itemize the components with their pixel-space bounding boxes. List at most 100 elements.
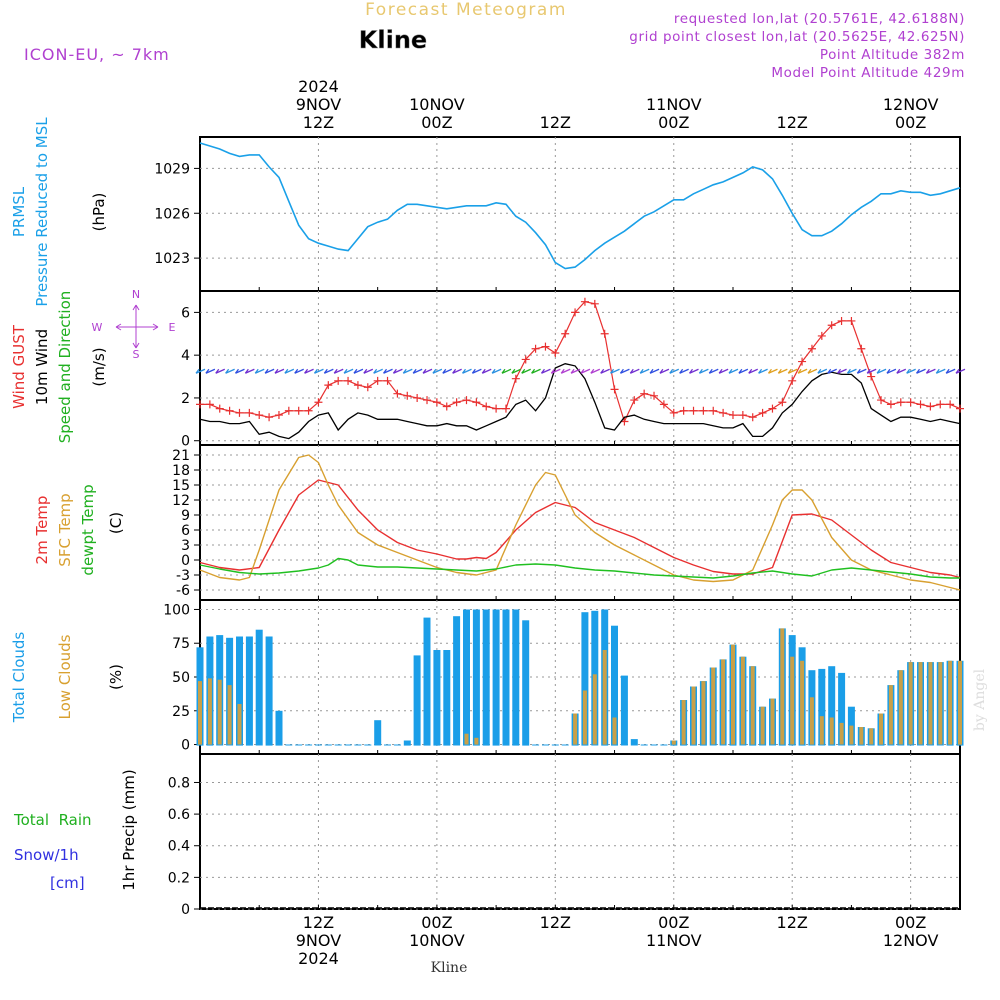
cloud-bars (196, 609, 964, 746)
time-label: 12NOV (883, 95, 939, 114)
total-cloud-bar (374, 720, 382, 746)
wind-barb (313, 368, 324, 374)
gust-point (886, 400, 895, 409)
gust-point (205, 400, 214, 409)
pressure-labels: PRMSL Pressure Reduced to MSL (hPa) (10, 117, 108, 307)
gust-point (284, 406, 293, 415)
low-cloud-bar (908, 662, 913, 745)
low-cloud-bar (731, 644, 735, 745)
y-tick-label: 0 (181, 902, 190, 918)
total-cloud-bar (522, 620, 530, 746)
wind-barb (570, 368, 581, 374)
low-cloud-bar (938, 662, 943, 745)
time-label: 12Z (777, 113, 808, 132)
wind-barb (491, 368, 502, 374)
total-cloud-bar (453, 616, 461, 746)
gust-point (857, 344, 866, 353)
wind-labels: Wind GUST 10m Wind Speed and Direction (… (10, 291, 108, 444)
wind-barb (323, 368, 334, 374)
gust-point (758, 408, 767, 417)
gust-point (196, 400, 204, 409)
y-tick-label: 0 (181, 434, 190, 450)
total-cloud-bar (245, 636, 253, 746)
gust-point (274, 411, 283, 420)
wind-barb (827, 368, 837, 374)
total-cloud-bar (532, 744, 540, 746)
gust-point (215, 404, 224, 413)
wind-barb (234, 368, 245, 374)
gust-point (442, 402, 451, 411)
gust-point (689, 406, 698, 415)
low-cloud-bar (760, 706, 765, 745)
wind-barb (876, 368, 887, 374)
total-cloud-bar (393, 744, 401, 746)
y-tick-label: 15 (172, 478, 190, 494)
low-cloud-bar (198, 681, 202, 745)
gust-point (936, 400, 945, 409)
compass-s: S (133, 348, 140, 361)
panel-frame (199, 290, 961, 446)
wind-barb (945, 368, 956, 374)
wind-barb (639, 368, 650, 374)
gust-point (462, 396, 471, 405)
low-cloud-bar (721, 659, 726, 745)
wind-barb (284, 368, 295, 374)
low-cloud-bar (879, 713, 883, 745)
gust-point (324, 381, 333, 390)
wind-barb (392, 368, 403, 374)
gust-point (334, 376, 343, 385)
y-tick-label: 0.4 (168, 839, 190, 855)
y-tick-label: 50 (172, 670, 190, 686)
gust-point (383, 376, 392, 385)
wind-barb (422, 368, 433, 374)
low-cloud-bar (809, 697, 814, 745)
gust-label: Wind GUST (10, 324, 28, 409)
total-cloud-bar (423, 617, 431, 746)
total-cloud-bar (305, 744, 313, 746)
gust-point (699, 406, 708, 415)
panel-frame (199, 753, 961, 910)
gust-point (561, 329, 570, 338)
wind-barb (353, 368, 364, 374)
low-cloud-bar (217, 679, 222, 745)
total-cloud-bar (354, 744, 362, 746)
wind-barb (728, 368, 739, 374)
wind-barb (205, 368, 216, 374)
y-tick-label: 6 (181, 523, 190, 539)
gust-point (669, 408, 678, 417)
low-cloud-bar (750, 666, 755, 745)
low-cloud-bar (918, 662, 923, 745)
gust-point (788, 376, 797, 385)
wind-barb (767, 368, 778, 374)
total-cloud-bar (502, 609, 510, 746)
wind-barb (215, 368, 226, 374)
wind-barb (955, 368, 966, 374)
gust-point (847, 316, 856, 325)
time-label: 9NOV (296, 931, 341, 950)
gust-point (541, 342, 550, 351)
y-tick-label: 0.2 (168, 870, 190, 886)
pressure-unit-label: (hPa) (90, 193, 108, 232)
wind-barb (698, 368, 709, 374)
y-tick-label: 3 (181, 538, 190, 554)
total-cloud-bar (611, 625, 618, 746)
gust-point (926, 402, 935, 411)
time-label: 12Z (540, 113, 571, 132)
low-cloud-bar (573, 713, 578, 745)
low-cloud-bar (928, 662, 933, 745)
wind-barb (294, 368, 304, 374)
y-tick-label: 75 (172, 636, 190, 652)
gust-point (580, 297, 589, 306)
gust-point (719, 408, 728, 417)
gust-point (867, 372, 876, 381)
total-cloud-bar (275, 710, 283, 746)
plot-layer: 1023102610290246-6-303691215182102550751… (154, 77, 966, 968)
total-cloud-bar (413, 655, 421, 746)
gust-point (640, 389, 649, 398)
footer-location: Kline (431, 960, 468, 976)
wind-barb (886, 368, 897, 374)
panel-frame (199, 444, 961, 601)
wind-barb (363, 368, 374, 374)
winddir-label: Speed and Direction (56, 291, 74, 444)
